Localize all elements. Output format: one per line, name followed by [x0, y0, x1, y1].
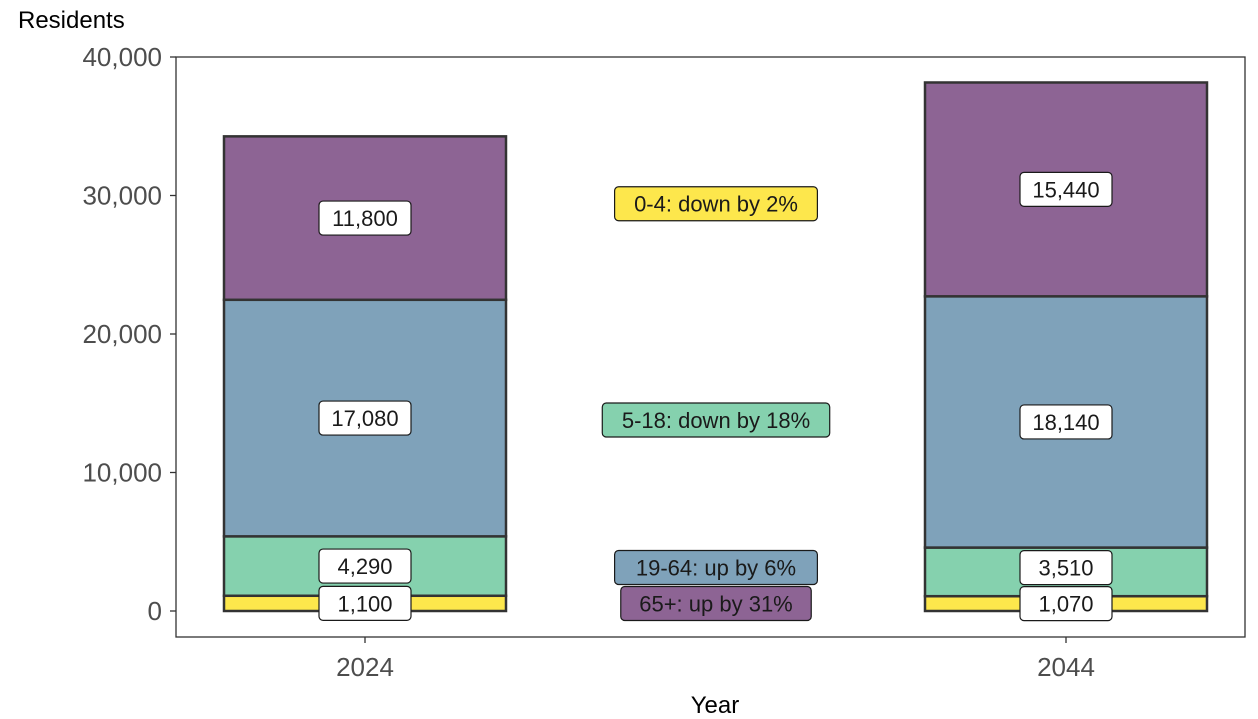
change-annotation-5-18: 5-18: down by 18% — [601, 402, 831, 438]
value-label-19-64-text: 17,080 — [331, 406, 398, 431]
value-label-0-4: 1,070 — [1019, 585, 1113, 622]
value-label-5-18-box — [318, 548, 412, 584]
y-tick-label: 20,000 — [82, 319, 162, 349]
change-annotation-5-18-box — [601, 402, 831, 438]
y-tick-label: 40,000 — [82, 42, 162, 72]
value-label-5-18-text: 4,290 — [337, 554, 392, 579]
change-annotation-5-18-text: 5-18: down by 18% — [622, 408, 810, 433]
value-label-65+: 15,440 — [1019, 171, 1113, 208]
value-label-0-4-box — [318, 585, 412, 621]
y-tick-label: 30,000 — [82, 181, 162, 211]
value-label-19-64: 18,140 — [1019, 404, 1113, 440]
plot-area: 0 10,000 20,000 30,000 40,000 2024 2044 1,100 4,… — [82, 42, 1246, 682]
x-tick-label: 2024 — [336, 652, 394, 682]
value-label-19-64: 17,080 — [318, 400, 412, 436]
value-label-0-4-text: 1,070 — [1038, 592, 1093, 617]
value-label-65+-box — [318, 200, 412, 236]
value-label-5-18: 3,510 — [1019, 549, 1113, 586]
x-tick-label: 2044 — [1037, 652, 1095, 682]
change-annotation-19-64: 19-64: up by 6% — [613, 549, 818, 586]
value-label-0-4-text: 1,100 — [337, 591, 392, 616]
value-label-65+: 11,800 — [318, 200, 412, 236]
change-annotation-19-64-text: 19-64: up by 6% — [636, 555, 796, 580]
value-label-19-64-text: 18,140 — [1032, 410, 1099, 435]
change-annotation-19-64-box — [613, 549, 818, 586]
bar-segment-65+ — [222, 135, 508, 302]
value-label-19-64-box — [1019, 404, 1113, 440]
panel-border — [175, 56, 1246, 638]
value-label-65+-text: 15,440 — [1032, 177, 1099, 202]
y-tick-label: 10,000 — [82, 458, 162, 488]
value-label-0-4: 1,100 — [318, 585, 412, 621]
change-annotation-0-4-box — [613, 186, 818, 222]
value-label-0-4-box — [1019, 585, 1113, 622]
change-annotation-0-4-text: 0-4: down by 2% — [634, 192, 798, 217]
value-label-5-18-box — [1019, 549, 1113, 586]
change-annotation-0-4: 0-4: down by 2% — [613, 186, 818, 222]
value-label-5-18: 4,290 — [318, 548, 412, 584]
value-label-65+-box — [1019, 171, 1113, 208]
y-tick-label: 0 — [148, 596, 162, 626]
value-label-65+-text: 11,800 — [332, 206, 398, 231]
change-annotation-65+: 65+: up by 31% — [620, 585, 812, 622]
value-label-5-18-text: 3,510 — [1038, 556, 1093, 581]
x-axis-title: Year — [691, 692, 740, 719]
value-label-19-64-box — [318, 400, 412, 436]
y-axis-title: Residents — [18, 7, 125, 34]
change-annotation-65+-box — [620, 585, 812, 622]
change-annotation-65+-text: 65+: up by 31% — [639, 591, 793, 616]
